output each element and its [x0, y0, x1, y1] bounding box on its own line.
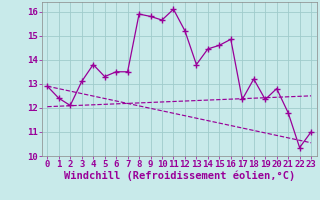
X-axis label: Windchill (Refroidissement éolien,°C): Windchill (Refroidissement éolien,°C) — [64, 171, 295, 181]
